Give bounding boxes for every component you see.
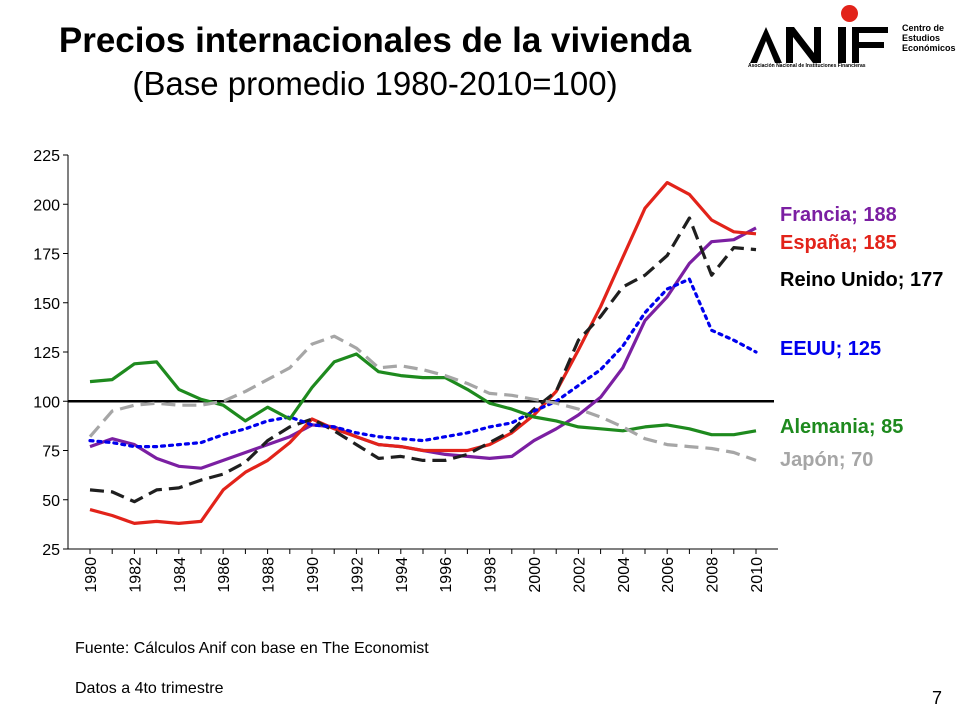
- x-tick-label: 1994: [394, 557, 411, 593]
- series-line-eeuu: [88, 277, 758, 449]
- house-price-line-chart: 25 50 75 100 125 150 175 200 225 1980 1982 1984 1986…: [33, 148, 943, 593]
- x-tick-label: 1984: [172, 557, 189, 593]
- logo-center-line-2: Estudios: [902, 33, 941, 43]
- y-tick-label: 200: [33, 197, 60, 214]
- y-tick-label: 50: [42, 493, 60, 510]
- slide-subtitle: (Base promedio 1980-2010=100): [132, 65, 618, 102]
- y-tick-label: 125: [33, 345, 60, 362]
- series-end-label: España; 185: [780, 232, 897, 254]
- y-tick-label: 25: [42, 542, 60, 559]
- y-tick-label: 100: [33, 394, 60, 411]
- x-tick-label: 2000: [527, 557, 544, 593]
- series-line-japón: [88, 334, 757, 462]
- series-end-label: EEUU; 125: [780, 338, 881, 360]
- series-line-reino-unido: [89, 216, 757, 504]
- data-note: Datos a 4to trimestre: [75, 680, 224, 697]
- x-tick-label: 2002: [571, 557, 588, 593]
- x-tick-label: 1990: [305, 557, 322, 593]
- logo-center-line-3: Económicos: [902, 43, 956, 53]
- logo-institution-name: Asociación Nacional de Instituciones Fin…: [748, 63, 866, 69]
- series-end-label: Francia; 188: [780, 204, 897, 226]
- logo-center-text: Centro de Estudios Económicos: [902, 23, 956, 53]
- y-tick-label: 75: [42, 444, 60, 461]
- logo-center-line-1: Centro de: [902, 23, 945, 33]
- x-tick-label: 2006: [660, 557, 677, 593]
- source-note: Fuente: Cálculos Anif con base en The Ec…: [75, 640, 429, 657]
- y-tick-label: 175: [33, 247, 60, 264]
- x-tick-label: 1986: [216, 557, 233, 593]
- anif-logo: Asociación Nacional de Instituciones Fin…: [748, 5, 956, 75]
- x-tick-label: 2010: [749, 557, 766, 593]
- x-tick-label: 1998: [483, 557, 500, 593]
- anif-logo-mark: [750, 27, 888, 63]
- series-end-label: Reino Unido; 177: [780, 269, 943, 291]
- series-line-alemania: [89, 352, 757, 437]
- x-tick-label: 1988: [261, 557, 278, 593]
- x-tick-label: 1996: [438, 557, 455, 593]
- slide-title: Precios internacionales de la vivienda: [58, 21, 692, 60]
- series-line-españa: [89, 181, 757, 526]
- x-tick-label: 1980: [83, 557, 100, 593]
- series-end-label: Alemania; 85: [780, 416, 903, 438]
- page-number: 7: [932, 688, 943, 708]
- series-line-francia: [89, 226, 757, 470]
- y-tick-label: 150: [33, 296, 60, 313]
- logo-red-dot: [841, 5, 858, 22]
- x-tick-label: 1992: [349, 557, 366, 593]
- x-tick-label: 2004: [616, 557, 633, 593]
- series-end-label: Japón; 70: [780, 449, 873, 471]
- x-tick-label: 2008: [705, 557, 722, 593]
- x-tick-label: 1982: [127, 557, 144, 593]
- y-tick-label: 225: [33, 148, 60, 165]
